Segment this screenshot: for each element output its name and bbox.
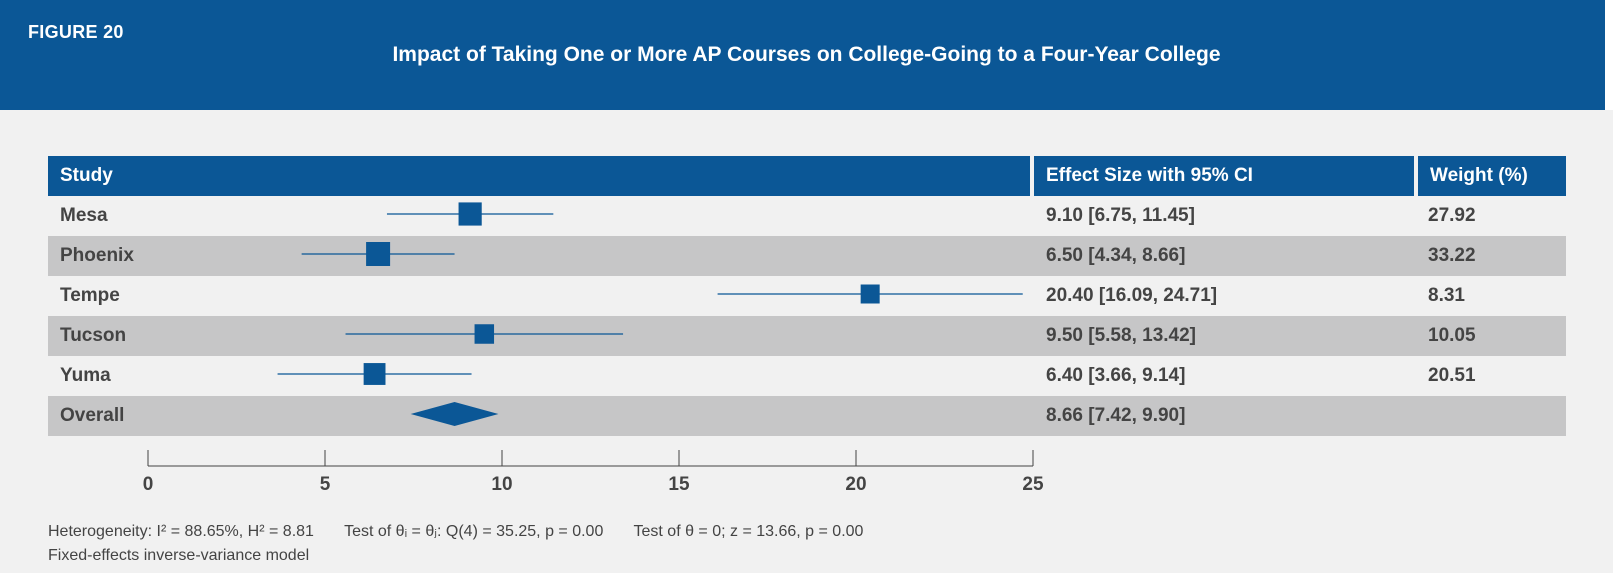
header-edge (1605, 0, 1613, 110)
point-estimate-phoenix (366, 242, 391, 266)
overall-diamond (410, 402, 499, 426)
x-tick-label: 5 (320, 474, 331, 495)
model-note: Fixed-effects inverse-variance model (48, 547, 310, 564)
weight-value: 8.31 (1428, 285, 1465, 306)
weight-value: 20.51 (1428, 365, 1476, 386)
column-header-effect-size: Effect Size with 95% CI (1034, 156, 1414, 196)
effect-size-value: 9.10 [6.75, 11.45] (1046, 205, 1195, 226)
figure-label: FIGURE 20 (28, 22, 124, 42)
study-name: Mesa (60, 205, 108, 226)
weight-value: 33.22 (1428, 245, 1476, 266)
point-estimate-mesa (458, 202, 482, 226)
study-name: Tempe (60, 285, 120, 306)
x-tick-label: 0 (143, 474, 154, 495)
figure-header: FIGURE 20 Impact of Taking One or More A… (0, 0, 1613, 110)
effect-size-value: 9.50 [5.58, 13.42] (1046, 325, 1196, 346)
effect-size-value: 6.40 [3.66, 9.14] (1046, 365, 1186, 386)
table-row-tempe: Tempe 20.40 [16.09, 24.71] 8.31 (48, 276, 1566, 316)
point-estimate-tempe (860, 284, 880, 304)
table-row-phoenix: Phoenix 6.50 [4.34, 8.66] 33.22 (48, 236, 1566, 276)
chart-title: Impact of Taking One or More AP Courses … (392, 43, 1221, 66)
test-theta-i-stat: Test of θᵢ = θⱼ: Q(4) = 35.25, p = 0.00 (344, 523, 604, 540)
x-tick-label: 15 (668, 474, 690, 495)
column-header-weight: Weight (%) (1418, 156, 1566, 196)
table-row-tucson: Tucson 9.50 [5.58, 13.42] 10.05 (48, 316, 1566, 356)
effect-size-value: 6.50 [4.34, 8.66] (1046, 245, 1186, 266)
test-theta-zero-stat: Test of θ = 0; z = 13.66, p = 0.00 (633, 523, 864, 540)
overall-effect-size-value: 8.66 [7.42, 9.90] (1046, 405, 1186, 426)
table-row-overall: Overall 8.66 [7.42, 9.90] (48, 396, 1566, 436)
weight-value: 10.05 (1428, 325, 1476, 346)
table-row-yuma: Yuma 6.40 [3.66, 9.14] 20.51 (48, 356, 1566, 396)
effect-size-value: 20.40 [16.09, 24.71] (1046, 285, 1218, 306)
x-tick-label: 10 (491, 474, 512, 495)
study-name: Tucson (60, 325, 127, 346)
point-estimate-tucson (474, 324, 495, 344)
study-name: Phoenix (60, 245, 134, 266)
x-tick-label: 25 (1022, 474, 1044, 495)
point-estimate-yuma (363, 363, 386, 385)
x-tick-label: 20 (845, 474, 866, 495)
footnotes: Heterogeneity: I² = 88.65%, H² = 8.81 Te… (48, 520, 863, 568)
table-row-mesa: Mesa 9.10 [6.75, 11.45] 27.92 (48, 196, 1566, 236)
study-name: Yuma (60, 365, 111, 386)
overall-label: Overall (60, 405, 125, 426)
weight-value: 27.92 (1428, 205, 1476, 226)
heterogeneity-stat: Heterogeneity: I² = 88.65%, H² = 8.81 (48, 523, 314, 540)
column-header-study: Study (48, 156, 1030, 196)
